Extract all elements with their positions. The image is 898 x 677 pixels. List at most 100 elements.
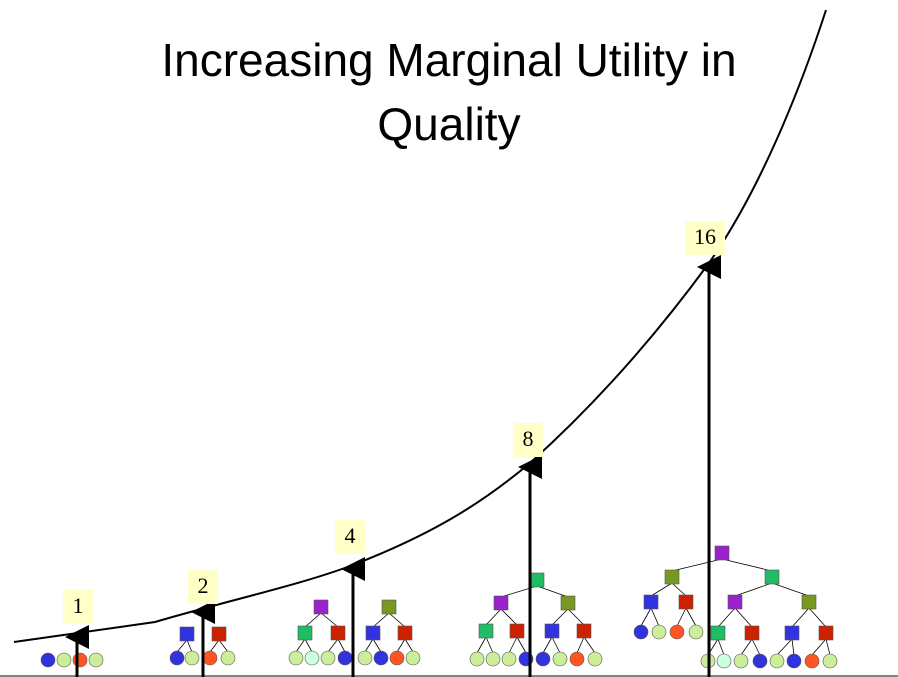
tree-leaf: [669, 624, 685, 640]
tree-edge: [304, 638, 313, 653]
label-box: [188, 570, 218, 604]
tree-node: [365, 625, 381, 641]
value-label: 8: [523, 426, 534, 451]
tree-leaf: [469, 651, 485, 667]
tree-edge: [676, 607, 687, 627]
tree-edge: [717, 607, 736, 628]
tree-node: [801, 594, 817, 610]
tree-leaf: [651, 624, 667, 640]
tree-edge: [567, 608, 585, 626]
tree-leaf: [337, 650, 353, 666]
tree-edge: [176, 639, 188, 653]
tree-edge: [671, 558, 723, 572]
tree-node: [784, 625, 800, 641]
tree-node: [560, 595, 576, 611]
tree-edge: [542, 636, 553, 654]
tree-node: [529, 572, 545, 588]
tree: [633, 545, 838, 669]
tree: [40, 652, 104, 668]
tree-edge: [551, 636, 561, 654]
tree-leaf: [184, 650, 200, 666]
tree-leaf: [688, 624, 704, 640]
tree-leaf: [587, 651, 603, 667]
tree-node: [211, 626, 227, 642]
tree-node: [818, 625, 834, 641]
tree-node: [764, 569, 780, 585]
tree-edge: [500, 585, 538, 598]
tree-node: [727, 594, 743, 610]
label-box: [685, 221, 725, 255]
tree-node: [509, 623, 525, 639]
tree-edge: [721, 558, 773, 572]
tree-edge: [771, 582, 810, 597]
tree-edge: [734, 607, 753, 628]
tree-leaf: [88, 652, 104, 668]
tree-leaf: [569, 651, 585, 667]
tree-edge: [500, 608, 518, 626]
tree-edge: [751, 638, 761, 656]
tree-edge: [372, 612, 390, 628]
tree-edge: [791, 607, 810, 628]
tree-edge: [825, 638, 831, 656]
tree-leaf: [389, 650, 405, 666]
label-box: [513, 423, 543, 457]
tree-edge: [583, 636, 596, 654]
tree-edge: [717, 638, 725, 656]
tree-leaf: [40, 652, 56, 668]
tree-leaf: [373, 650, 389, 666]
tree-leaf: [485, 651, 501, 667]
tree-node: [714, 545, 730, 561]
tree-leaf: [72, 652, 88, 668]
tree-leaf: [769, 653, 785, 669]
tree: [469, 572, 603, 667]
tree-edge: [650, 582, 673, 597]
tree-edge: [404, 638, 414, 653]
tree-edge: [396, 638, 406, 653]
tree-node: [643, 594, 659, 610]
tree-leaf: [804, 653, 820, 669]
label-box: [63, 590, 93, 624]
tree-node: [313, 599, 329, 615]
tree-edge: [295, 638, 306, 653]
tree-edge: [337, 638, 346, 653]
slide-title: Increasing Marginal Utility in Quality: [161, 34, 737, 150]
value-label: 1: [73, 593, 84, 618]
tree-leaf: [169, 650, 185, 666]
tree-node: [478, 623, 494, 639]
tree-leaf: [320, 650, 336, 666]
tree-edge: [740, 638, 753, 656]
tree-edge: [218, 639, 229, 653]
tree-node: [664, 569, 680, 585]
tree-leaf: [822, 653, 838, 669]
tree-edge: [551, 608, 569, 626]
tree-leaf: [357, 650, 373, 666]
tree-edge: [209, 639, 220, 653]
tree-leaf: [786, 653, 802, 669]
tree-node: [710, 625, 726, 641]
label-box: [335, 520, 365, 554]
tree-node: [179, 626, 195, 642]
tree-node: [297, 625, 313, 641]
tree-edge: [372, 638, 382, 653]
tree-edge: [485, 636, 494, 654]
tree-leaf: [501, 651, 517, 667]
tree-leaf: [288, 650, 304, 666]
tree-edge: [388, 612, 406, 628]
value-label: 4: [345, 523, 356, 548]
tree-edge: [536, 585, 569, 598]
tree-edge: [186, 639, 193, 653]
tree-leaf: [220, 650, 236, 666]
tree-leaf: [535, 651, 551, 667]
tree-node: [381, 599, 397, 615]
tree-node: [493, 595, 509, 611]
tree-leaf: [633, 624, 649, 640]
tree-edge: [811, 638, 827, 656]
tree: [288, 599, 421, 666]
tree-edge: [808, 607, 827, 628]
tree-edge: [576, 636, 585, 654]
tree-edge: [485, 608, 502, 626]
tree-node: [397, 625, 413, 641]
tree-node: [544, 623, 560, 639]
